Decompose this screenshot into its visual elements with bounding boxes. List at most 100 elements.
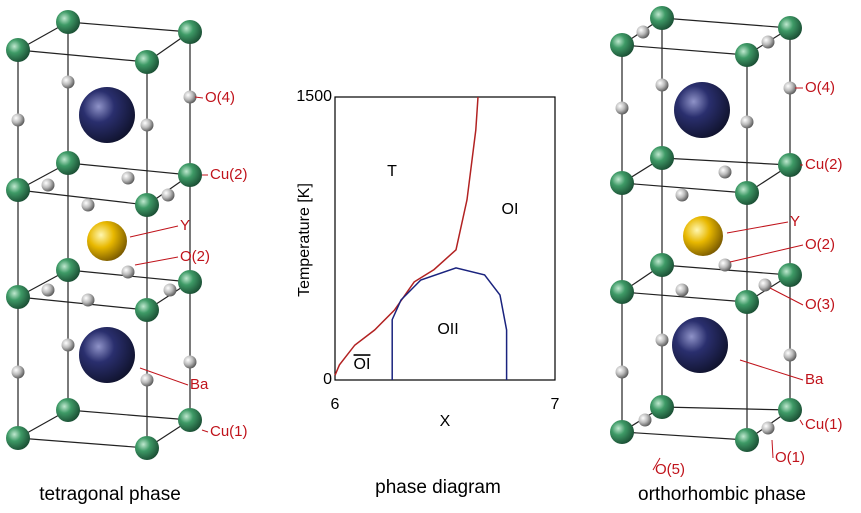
atom-label: Ba bbox=[805, 371, 824, 388]
phase-label: OI bbox=[354, 356, 371, 373]
o-atom bbox=[42, 284, 55, 297]
o-atom bbox=[62, 339, 75, 352]
label-leader bbox=[130, 226, 178, 237]
cu-atom bbox=[778, 263, 802, 287]
o-atom bbox=[762, 422, 775, 435]
phase-label: OI bbox=[502, 201, 519, 218]
o-atom bbox=[141, 119, 154, 132]
o-atom bbox=[141, 374, 154, 387]
atom-label: Cu(2) bbox=[805, 156, 843, 173]
o-atom bbox=[784, 82, 797, 95]
label-leader bbox=[202, 430, 208, 432]
y-tick-label: 1500 bbox=[296, 88, 332, 105]
label-leader bbox=[772, 440, 773, 458]
crystal-structures: O(4) Cu(2) Y O(2) Ba Cu(1) O(4) Cu(2) Y O(2) O(3) B… bbox=[6, 6, 843, 478]
label-leader bbox=[740, 360, 803, 380]
o-atom bbox=[719, 166, 732, 179]
cu-atom bbox=[178, 408, 202, 432]
bond bbox=[622, 432, 747, 440]
cu-atom bbox=[56, 10, 80, 34]
cu-atom bbox=[610, 280, 634, 304]
o-atom bbox=[82, 294, 95, 307]
x-axis-label: X bbox=[440, 413, 451, 430]
bond bbox=[18, 50, 147, 62]
o-atom bbox=[759, 279, 772, 292]
atom-label: Cu(2) bbox=[210, 166, 248, 183]
x-tick-label: 7 bbox=[551, 396, 560, 413]
o-atom bbox=[616, 366, 629, 379]
ba-atom bbox=[79, 87, 135, 143]
o-atom bbox=[719, 259, 732, 272]
atom-label: O(2) bbox=[805, 236, 835, 253]
o-atom bbox=[676, 284, 689, 297]
cu-atom bbox=[735, 181, 759, 205]
o-atom bbox=[162, 189, 175, 202]
bond bbox=[662, 18, 790, 28]
y-atom bbox=[683, 216, 723, 256]
atom-label: O(3) bbox=[805, 296, 835, 313]
o-atom bbox=[164, 284, 177, 297]
cu-atom bbox=[178, 163, 202, 187]
cu-atom bbox=[650, 6, 674, 30]
ba-atom bbox=[672, 317, 728, 373]
cu-atom bbox=[735, 290, 759, 314]
cu-atom bbox=[56, 398, 80, 422]
ba-atom bbox=[674, 82, 730, 138]
cu-atom bbox=[6, 38, 30, 62]
cu-atom bbox=[178, 20, 202, 44]
o-atom bbox=[741, 116, 754, 129]
phase-label: T bbox=[387, 163, 397, 180]
o-atom bbox=[184, 356, 197, 369]
cu-atom bbox=[135, 298, 159, 322]
cu-atom bbox=[778, 398, 802, 422]
atom-label: O(2) bbox=[180, 248, 210, 265]
bond bbox=[68, 410, 190, 420]
bond bbox=[662, 407, 790, 410]
phase-label: OII bbox=[437, 321, 458, 338]
x-tick-label: 6 bbox=[331, 396, 340, 413]
cu-atom bbox=[778, 153, 802, 177]
cu-atom bbox=[650, 146, 674, 170]
atom-label: Y bbox=[790, 213, 800, 230]
label-leader bbox=[730, 245, 803, 262]
atom-label: Ba bbox=[190, 376, 209, 393]
cu-atom bbox=[610, 171, 634, 195]
cu-atom bbox=[650, 395, 674, 419]
o-atom bbox=[639, 414, 652, 427]
o-atom bbox=[676, 189, 689, 202]
caption: orthorhombic phase bbox=[638, 484, 806, 505]
caption: tetragonal phase bbox=[39, 484, 181, 505]
cu-atom bbox=[735, 43, 759, 67]
o-atom bbox=[616, 102, 629, 115]
ba-atom bbox=[79, 327, 135, 383]
caption: phase diagram bbox=[375, 477, 501, 498]
bond bbox=[662, 158, 790, 165]
o-atom bbox=[62, 76, 75, 89]
bond bbox=[622, 45, 747, 55]
label-leader bbox=[770, 288, 803, 305]
cu-atom bbox=[610, 420, 634, 444]
o-atom bbox=[656, 79, 669, 92]
atom-label: O(5) bbox=[655, 461, 685, 478]
o-atom bbox=[122, 266, 135, 279]
figure: O(4) Cu(2) Y O(2) Ba Cu(1) O(4) Cu(2) Y O(2) O(3) B… bbox=[0, 0, 861, 513]
o-atom bbox=[184, 91, 197, 104]
o-atom bbox=[12, 114, 25, 127]
atom-label: Cu(1) bbox=[210, 423, 248, 440]
bond bbox=[68, 22, 190, 32]
o-atom bbox=[12, 366, 25, 379]
label-leader bbox=[135, 257, 178, 265]
atom-label: O(4) bbox=[805, 79, 835, 96]
cu-atom bbox=[735, 428, 759, 452]
label-leader bbox=[800, 420, 803, 425]
o-atom bbox=[762, 36, 775, 49]
cu-atom bbox=[650, 253, 674, 277]
cu-atom bbox=[6, 285, 30, 309]
atom-label: Y bbox=[180, 217, 190, 234]
atom-label: O(1) bbox=[775, 449, 805, 466]
y-axis-label: Temperature [K] bbox=[296, 183, 313, 297]
cu-atom bbox=[135, 436, 159, 460]
y-tick-label: 0 bbox=[323, 371, 332, 388]
atom-label: O(4) bbox=[205, 89, 235, 106]
label-leader bbox=[727, 222, 788, 233]
